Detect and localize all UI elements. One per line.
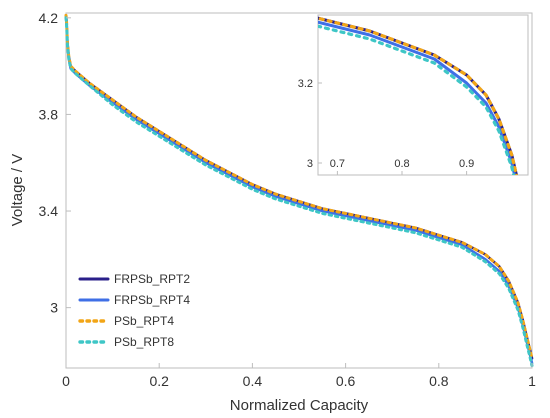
inset-series-line-frpsb-rpt2: [318, 16, 518, 175]
x-tick-label: 1: [528, 373, 536, 389]
inset-y-tick-label: 3: [307, 158, 313, 170]
inset-y-tick-label: 3.2: [298, 78, 313, 90]
main-series-group: [64, 13, 534, 368]
y-tick-label: 3.8: [39, 106, 59, 122]
legend-label: FRPSb_RPT4: [114, 293, 190, 307]
legend-label: PSb_RPT4: [114, 314, 174, 328]
x-tick-label: 0.2: [149, 373, 169, 389]
inset-series-line-frpsb-rpt4: [318, 20, 517, 175]
x-tick-label: 0.4: [243, 373, 263, 389]
inset-series-group: [318, 16, 519, 175]
x-tick-label: 0.6: [336, 373, 356, 389]
inset-series-line-psb-rpt8: [318, 24, 516, 175]
inset-y-axis-ticks: 33.2: [298, 78, 322, 170]
plot-area-frame: [65, 12, 533, 369]
inset-x-axis-ticks: 0.7 0.8 0.9: [330, 158, 474, 175]
y-axis-title: Voltage / V: [9, 154, 26, 227]
y-tick-label: 3: [50, 300, 58, 316]
x-tick-label: 0.8: [429, 373, 449, 389]
x-tick-label: 0: [62, 373, 70, 389]
series-line-psb-rpt4: [64, 13, 534, 360]
y-tick-label: 3.4: [39, 203, 59, 219]
y-tick-label: 4.2: [39, 10, 59, 26]
legend-label: FRPSb_RPT2: [114, 272, 190, 286]
y-axis-ticks: 3 3.4 3.8 4.2: [39, 10, 71, 316]
inset-x-tick-label: 0.8: [394, 158, 409, 170]
x-axis-ticks: 0 0.2 0.4 0.6 0.8 1: [62, 363, 536, 389]
inset-plot: 0.7 0.8 0.9 33.2: [298, 14, 529, 176]
inset-x-tick-label: 0.7: [330, 158, 345, 170]
x-axis-title: Normalized Capacity: [230, 397, 369, 414]
inset-x-tick-label: 0.9: [459, 158, 474, 170]
legend: FRPSb_RPT2 FRPSb_RPT4 PSb_RPT4 PSb_RPT8: [78, 272, 190, 349]
series-line-psb-rpt8: [64, 16, 534, 368]
inset-frame: [317, 14, 529, 176]
legend-label: PSb_RPT8: [114, 335, 174, 349]
